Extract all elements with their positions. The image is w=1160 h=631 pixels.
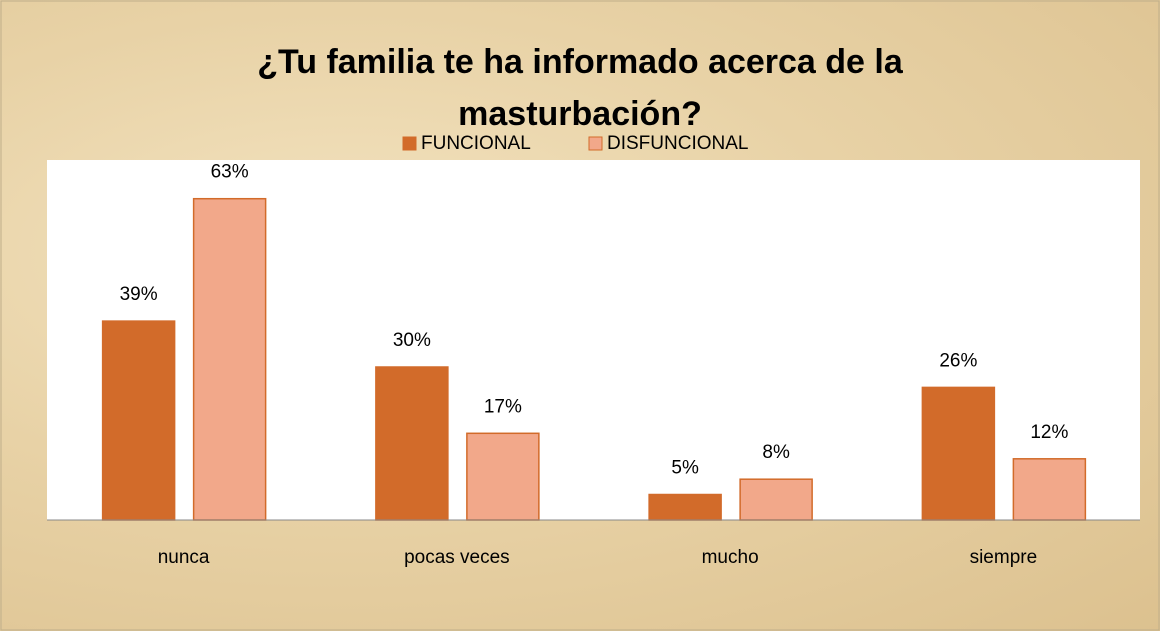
data-label: 39% xyxy=(120,284,158,305)
bar xyxy=(375,366,449,521)
bar xyxy=(648,493,722,521)
bar xyxy=(739,478,813,521)
x-tick-label: nunca xyxy=(158,547,210,568)
bar xyxy=(192,197,267,521)
data-label: 63% xyxy=(211,162,249,183)
data-label: 12% xyxy=(1030,422,1068,443)
data-label: 5% xyxy=(671,458,699,479)
legend-swatch xyxy=(402,136,417,151)
bar xyxy=(101,320,176,521)
bar xyxy=(921,386,996,521)
x-tick-label: pocas veces xyxy=(404,547,510,568)
data-label: 8% xyxy=(762,442,790,463)
data-label: 26% xyxy=(939,350,977,371)
chart-title: ¿Tu familia te ha informado acerca de la… xyxy=(257,43,903,133)
legend-label: DISFUNCIONAL xyxy=(607,133,748,154)
data-label: 17% xyxy=(484,396,522,417)
bar xyxy=(466,432,540,521)
legend-label: FUNCIONAL xyxy=(421,133,531,154)
legend-swatch xyxy=(588,136,603,151)
x-tick-label: mucho xyxy=(702,547,759,568)
bar xyxy=(1012,458,1087,521)
data-label: 30% xyxy=(393,330,431,351)
x-tick-label: siempre xyxy=(970,547,1038,568)
